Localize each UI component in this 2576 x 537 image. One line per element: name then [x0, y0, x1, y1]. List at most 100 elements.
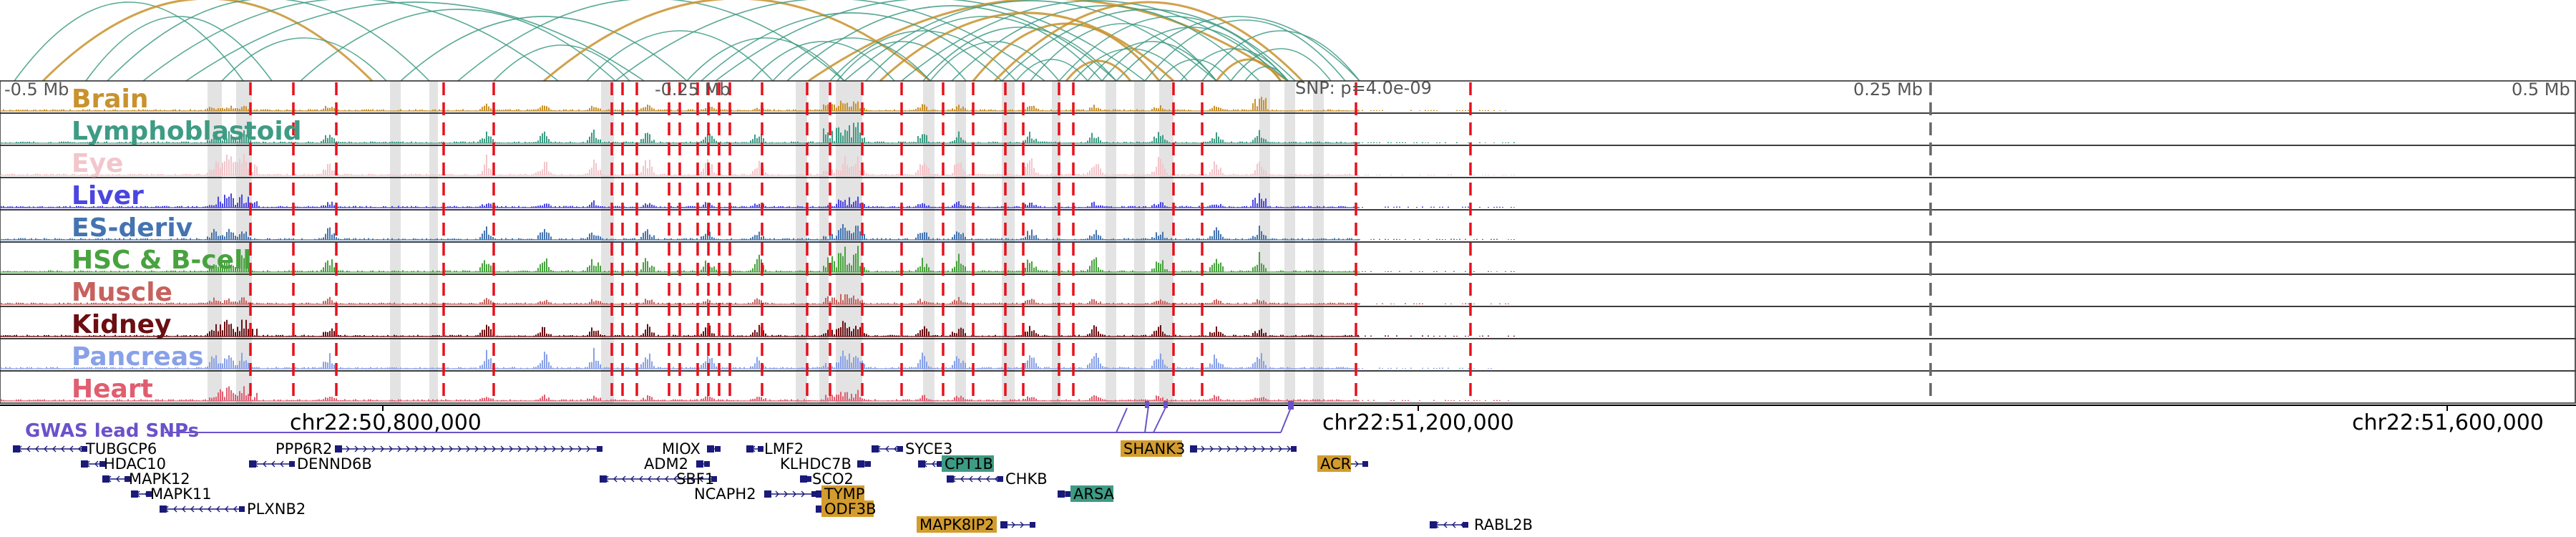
gene-label: MIOX — [662, 440, 701, 458]
gene-rabl2b[interactable]: RABL2B — [1430, 516, 1533, 533]
gene-label: CPT1B — [945, 455, 993, 473]
strand-arrow — [1287, 445, 1291, 453]
strand-arrow — [233, 505, 238, 513]
gene-cpt1b[interactable]: CPT1B — [918, 455, 994, 473]
interaction-arc — [1244, 66, 1289, 82]
strand-arrow — [483, 445, 487, 453]
track-label-kidney: Kidney — [72, 310, 172, 339]
strand-arrow — [960, 475, 965, 483]
strand-arrow — [1218, 445, 1222, 453]
gene-exon — [997, 476, 1003, 482]
strand-arrow — [44, 445, 48, 453]
interaction-arc — [300, 9, 616, 82]
strand-arrow — [656, 475, 660, 483]
gene-exon — [758, 446, 763, 452]
strand-arrow — [1269, 445, 1274, 453]
gene-shank3[interactable]: SHANK3 — [1121, 440, 1297, 458]
gene-ppp6r2[interactable]: PPP6R2 — [275, 440, 602, 458]
gene-exon — [707, 445, 714, 453]
strand-arrow — [500, 445, 504, 453]
strand-arrow — [1201, 445, 1205, 453]
gene-sco2[interactable]: SCO2 — [800, 470, 854, 488]
strand-arrow — [535, 445, 539, 453]
strand-arrow — [801, 490, 805, 498]
gene-label: NCAPH2 — [694, 485, 756, 503]
gene-dennd6b[interactable]: DENND6B — [249, 455, 372, 473]
strand-arrow — [208, 505, 212, 513]
strand-arrow — [397, 445, 401, 453]
gene-acr[interactable]: ACR — [1317, 455, 1368, 473]
gene-mapk12[interactable]: MAPK12 — [102, 470, 190, 488]
interaction-arc — [1230, 48, 1332, 82]
red-dashed-markers — [249, 82, 1932, 402]
strand-arrow — [380, 445, 384, 453]
gene-exon — [13, 445, 20, 453]
gene-mapk11[interactable]: MAPK11 — [131, 485, 212, 503]
gene-highlight-box — [917, 516, 997, 533]
gene-highlight-box — [1070, 485, 1113, 502]
strand-arrow — [216, 505, 220, 513]
gene-lmf2[interactable]: LMF2 — [746, 440, 804, 458]
strand-arrow — [708, 475, 712, 483]
gene-exon — [897, 446, 903, 452]
gene-syce3[interactable]: SYCE3 — [872, 440, 952, 458]
strand-arrow — [665, 475, 669, 483]
gene-adm2[interactable]: ADM2 — [644, 455, 710, 473]
gene-tubgcp6[interactable]: TUBGCP6 — [13, 440, 157, 458]
strand-arrow — [995, 475, 999, 483]
interaction-arc — [1116, 16, 1360, 82]
strand-arrow — [613, 475, 618, 483]
strand-arrow — [1355, 460, 1359, 468]
gene-klhdc7b[interactable]: KLHDC7B — [780, 455, 871, 473]
interaction-arc — [1087, 41, 1217, 82]
gene-exon — [125, 476, 130, 482]
interaction-arc — [400, 16, 688, 82]
gene-exon — [600, 475, 607, 483]
strand-arrow — [577, 445, 582, 453]
strand-arrow — [457, 445, 462, 453]
gene-tymp[interactable]: TYMP — [816, 485, 864, 503]
gene-mapk8ip2[interactable]: MAPK8IP2 — [917, 516, 1035, 533]
strand-arrow — [894, 445, 898, 453]
gene-ncaph2[interactable]: NCAPH2 — [694, 485, 817, 503]
distance-label-plus-0-25: 0.25 Mb — [1853, 79, 1923, 100]
strand-arrow — [414, 445, 419, 453]
gene-chkb[interactable]: CHKB — [947, 470, 1048, 488]
strand-arrow — [1020, 521, 1024, 528]
gene-arsa[interactable]: ARSA — [1058, 485, 1115, 503]
interaction-arc — [1144, 19, 1346, 82]
strand-arrow — [1209, 445, 1214, 453]
gene-exon — [597, 446, 602, 452]
strand-arrow — [280, 460, 284, 468]
gene-exon — [817, 491, 823, 497]
interaction-arc — [493, 44, 630, 82]
gene-label: ARSA — [1073, 485, 1115, 503]
strand-arrow — [552, 445, 556, 453]
gene-label: PPP6R2 — [275, 440, 332, 458]
gene-miox[interactable]: MIOX — [662, 440, 721, 458]
gene-hdac10[interactable]: HDAC10 — [81, 455, 166, 473]
gwas-snp-row: GWAS lead SNPs — [25, 401, 1294, 442]
gene-label: CHKB — [1005, 470, 1048, 488]
gene-plxnb2[interactable]: PLXNB2 — [160, 500, 306, 518]
coordinate-label-1: chr22:50,800,000 — [290, 410, 482, 435]
gene-label: RABL2B — [1474, 516, 1533, 533]
strand-arrow — [199, 505, 203, 513]
strand-arrow — [371, 445, 376, 453]
strand-arrow — [225, 505, 229, 513]
strand-arrow — [885, 445, 889, 453]
strand-arrow — [1235, 445, 1239, 453]
strand-arrow — [586, 445, 590, 453]
gene-odf3b[interactable]: ODF3B — [816, 500, 877, 518]
gene-label: SBF1 — [676, 470, 714, 488]
gene-label: ACR — [1320, 455, 1351, 473]
strand-arrow — [1452, 521, 1456, 528]
gwas-snp-marker — [1163, 401, 1168, 408]
strand-arrow — [1252, 445, 1257, 453]
gene-sbf1[interactable]: SBF1 — [600, 470, 717, 488]
strand-arrow — [792, 490, 796, 498]
gene-exon — [1065, 491, 1071, 497]
strand-arrow — [986, 475, 990, 483]
strand-arrow — [182, 505, 186, 513]
